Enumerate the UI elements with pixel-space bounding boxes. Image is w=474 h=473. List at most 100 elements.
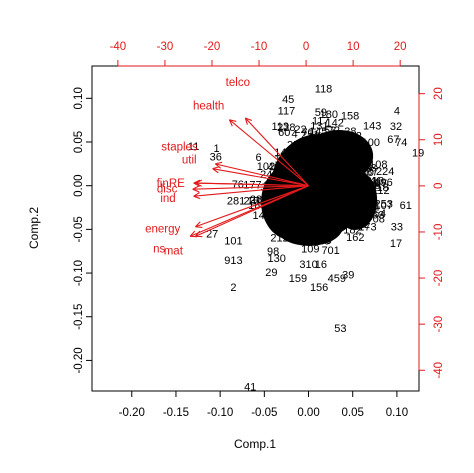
cluster-label: 253	[292, 185, 310, 197]
right-tick-label: 0	[433, 183, 445, 189]
cluster-label: 17	[293, 227, 305, 239]
y-tick-label: 0.00	[73, 174, 85, 196]
cluster-label: 148	[253, 210, 271, 222]
cluster-label: 179	[319, 219, 337, 231]
loading-arrow-RE	[193, 182, 309, 187]
observation-label: 36	[210, 152, 222, 164]
loading-arrow-disc	[192, 185, 309, 190]
cluster-label: 196	[374, 177, 392, 189]
cluster-label: 224	[376, 166, 394, 178]
cluster-label: 120	[359, 179, 377, 191]
cluster-label: 193	[290, 144, 308, 156]
loading-arrows	[189, 117, 309, 238]
cluster-label: 131	[310, 120, 328, 132]
cluster-label: 185	[288, 167, 306, 179]
cluster-label: 103	[355, 151, 373, 163]
cluster-label: 258	[290, 186, 308, 198]
cluster-label: 8	[310, 142, 316, 154]
left-axis: 0.10 0.05 0.00 -0.05 -0.10 -0.15 -0.20	[73, 87, 93, 374]
loading-label-mat: mat	[164, 245, 184, 257]
cluster-label: 14	[274, 147, 286, 159]
observation-label: 107	[374, 200, 392, 212]
cluster-label: 216	[366, 175, 384, 187]
observation-label: 33	[391, 222, 403, 234]
cluster-label: 87	[366, 167, 378, 179]
x-tick-label: 0.05	[342, 407, 364, 419]
loading-arrow-energy	[195, 185, 309, 228]
observation-label: 4	[394, 105, 400, 117]
right-tick-label: 20	[433, 87, 445, 100]
cluster-label: 22	[294, 124, 306, 136]
cluster-label: 249	[344, 209, 362, 221]
cluster-label: 108	[347, 208, 365, 220]
cluster-label: 73	[363, 188, 375, 200]
loading-label-telco: telco	[226, 77, 250, 89]
loading-arrowhead	[229, 119, 237, 122]
cluster-label: 63	[372, 209, 384, 221]
cluster-label: 53	[324, 125, 336, 137]
bottom-axis: -0.20 -0.15 -0.10 -0.05 0.00 0.05 0.10	[119, 390, 408, 419]
cluster-label: 144	[307, 134, 325, 146]
cluster-label: 204	[278, 198, 296, 210]
cluster-label: 118	[310, 179, 328, 191]
loading-arrowhead	[192, 188, 200, 193]
cluster-label: 142	[326, 117, 344, 129]
top-tick-label: 0	[303, 41, 309, 53]
x-axis-title: Comp.1	[234, 437, 276, 451]
right-axis: 20 10 0 -10 -20 -30 -40	[418, 87, 445, 379]
observation-label: 701	[321, 245, 339, 257]
observation-label: 310	[299, 259, 317, 271]
loading-label-ns: ns	[153, 244, 165, 256]
observation-label: 19	[412, 147, 424, 159]
right-tick-label: 10	[433, 133, 445, 146]
observation-label: 118	[315, 84, 333, 96]
cluster-label: 127	[334, 192, 352, 204]
cluster-lobe	[305, 129, 374, 182]
observation-labels: 1184511759180158414332677419113262136117…	[188, 84, 424, 394]
observation-label: 41	[244, 381, 256, 393]
top-tick-label: -30	[157, 41, 174, 53]
cluster-label: 230	[298, 193, 316, 205]
cluster-label: 28	[250, 194, 262, 206]
cluster-label: 113	[343, 198, 361, 210]
loading-arrow-util	[212, 168, 309, 187]
cluster-label: 213	[277, 198, 295, 210]
cluster-label: 40	[275, 168, 287, 180]
observation-label: 281	[227, 195, 245, 207]
cluster-label: 72	[328, 125, 340, 137]
loading-arrowhead	[212, 166, 220, 170]
loading-arrow-health	[229, 119, 309, 187]
cluster-label: 86	[330, 199, 342, 211]
cluster-label: 138	[308, 131, 326, 143]
cluster-label: 25	[287, 140, 299, 152]
cluster-label: 4	[292, 128, 298, 140]
cluster-label: 46	[268, 162, 280, 174]
loading-arrow-staples	[215, 163, 309, 187]
observation-label: 67	[387, 134, 399, 146]
cluster-label: 23	[344, 146, 356, 158]
cluster-label: 93	[352, 184, 364, 196]
cluster-label: 92	[319, 140, 331, 152]
loading-label-staples: staples	[161, 141, 198, 153]
cluster-label: 224	[302, 236, 320, 248]
observation-label: 101	[224, 236, 242, 248]
cluster-label: 59	[298, 159, 310, 171]
cluster-label: 6	[277, 172, 283, 184]
x-tick-label: 0.10	[386, 407, 408, 419]
cluster-label: 182	[343, 225, 361, 237]
observation-label: 39	[342, 270, 354, 282]
cluster-label: 133	[310, 221, 328, 233]
cluster-label: 118	[307, 158, 325, 170]
observation-label: 59	[315, 107, 327, 119]
loading-arrowhead	[193, 179, 201, 184]
loading-arrowhead	[194, 230, 201, 237]
observation-label: 130	[268, 253, 286, 265]
cluster-label: 61	[360, 175, 372, 187]
y-tick-label: -0.10	[73, 260, 85, 286]
cluster-label: 113	[308, 231, 326, 243]
right-tick-label: -10	[433, 224, 445, 241]
cluster-label: 42	[318, 233, 330, 245]
observation-label: 143	[363, 120, 381, 132]
loading-arrowhead	[192, 185, 200, 190]
